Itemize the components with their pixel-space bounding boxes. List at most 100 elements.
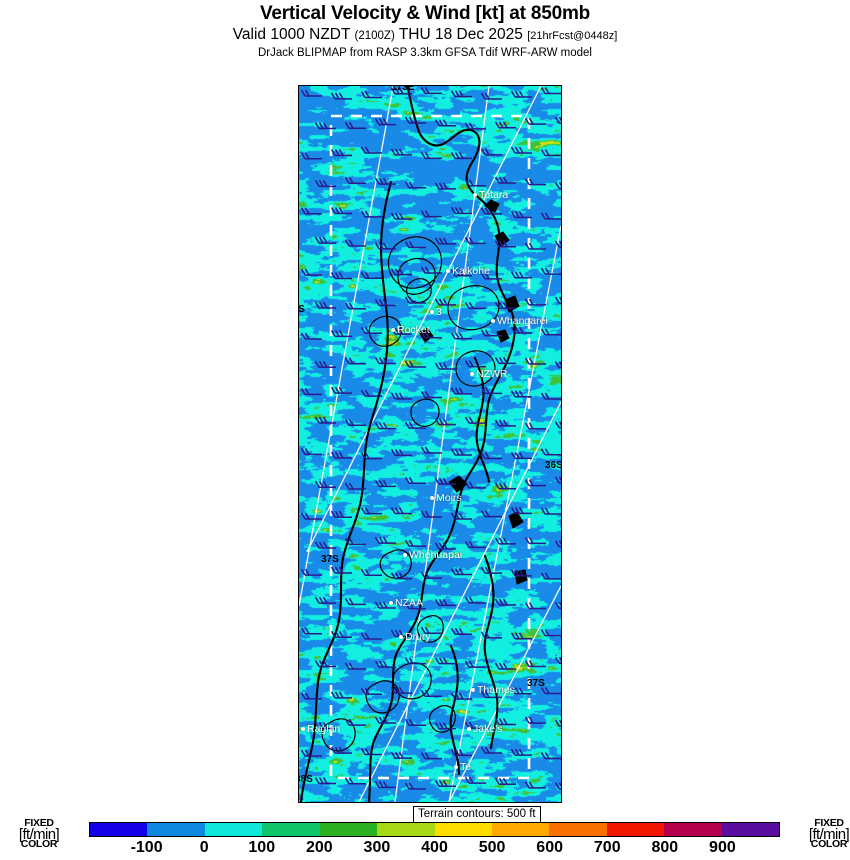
wind-barb <box>480 631 502 639</box>
city-marker-icon <box>399 634 403 639</box>
wind-barb <box>554 719 561 727</box>
map-city-nzwr: NZWR <box>470 365 508 383</box>
wind-barb <box>524 537 546 545</box>
city-marker-icon <box>389 600 393 605</box>
city-marker-icon <box>391 327 395 332</box>
wind-barb <box>464 122 486 130</box>
wind-barb <box>374 299 396 307</box>
wind-barb <box>464 776 486 784</box>
colorbar-left-fixed: FIXED <box>24 817 54 829</box>
wind-barb <box>434 182 456 190</box>
wind-barb <box>554 296 561 304</box>
wind-barb <box>480 148 502 156</box>
wind-barb <box>434 477 456 485</box>
city-label: NZWR <box>476 367 508 380</box>
wind-barb <box>554 361 561 369</box>
map-city-moirs: Moirs <box>430 489 462 507</box>
wind-barb <box>344 537 366 546</box>
map-city-thames: Thames <box>471 681 515 699</box>
wind-barb <box>300 627 322 635</box>
wind-barb <box>420 86 442 95</box>
city-label: Totara <box>479 188 509 201</box>
wind-barb <box>510 569 532 577</box>
wind-barb <box>464 660 486 668</box>
wind-barb <box>300 448 322 456</box>
city-marker-icon <box>430 309 434 314</box>
wind-barb <box>330 510 352 518</box>
wind-barb <box>330 92 352 100</box>
forecast-map[interactable]: 173E35S36S36S37S37S38STotaraKaikohe3Rock… <box>298 85 562 803</box>
wind-barb <box>524 422 546 430</box>
wind-barb <box>510 271 532 279</box>
wind-barb <box>300 207 322 215</box>
graticule-label-37s-5: 37S <box>527 678 545 689</box>
wind-barb <box>360 146 382 154</box>
wind-barb <box>360 389 382 397</box>
wind-barb <box>374 118 396 126</box>
wind-barb <box>300 89 322 97</box>
wind-barb <box>374 242 396 250</box>
city-marker-icon <box>491 318 495 323</box>
map-city-drury: Drury <box>399 628 431 646</box>
wind-barb <box>480 746 502 754</box>
graticule-label-37s-4: 37S <box>321 554 339 565</box>
colorbar-swatch-6 <box>434 823 492 836</box>
wind-barb <box>434 722 456 730</box>
city-marker-icon <box>403 552 407 557</box>
colorbar-tick-300: 300 <box>363 839 391 856</box>
wind-barb <box>464 541 486 549</box>
city-marker-icon <box>471 687 475 692</box>
wind-barb <box>374 780 396 789</box>
model-source-line: DrJack BLIPMAP from RASP 3.3km GFSA Tdif… <box>257 47 592 59</box>
wind-barb <box>390 751 412 759</box>
wind-barb <box>450 90 472 98</box>
wind-barb <box>524 781 546 789</box>
wind-barb <box>510 326 532 334</box>
wind-barb <box>524 716 546 724</box>
wind-barb <box>344 662 366 670</box>
wind-barb <box>510 390 532 398</box>
wind-barb <box>344 176 366 185</box>
wind-barb <box>420 391 442 399</box>
city-label: Drury <box>405 630 431 643</box>
wind-barb <box>540 87 561 95</box>
map-city-3: 3 <box>430 303 442 321</box>
wind-barb <box>420 752 442 760</box>
wind-barb <box>434 657 456 665</box>
colorbar-swatch-7 <box>491 823 550 836</box>
forecast-tag: [21hrFcst@0448z] <box>527 30 618 42</box>
wind-barb <box>404 782 426 790</box>
wind-barb <box>434 779 456 787</box>
wind-barb <box>390 686 412 694</box>
colorbar-swatch-0 <box>90 823 148 836</box>
wind-barb <box>360 91 382 99</box>
colorbar-swatch-11 <box>721 823 780 836</box>
wind-barb <box>480 566 502 574</box>
wind-barb <box>480 329 502 337</box>
wind-barb <box>524 242 546 250</box>
wind-barb <box>554 540 561 548</box>
wind-barb <box>494 419 516 427</box>
city-marker-icon <box>454 764 458 769</box>
map-city-whangarei: Whangarei <box>491 312 548 330</box>
colorbar-left-units: [ft/min] <box>18 825 60 843</box>
wind-barb <box>450 269 472 277</box>
wind-barb <box>510 90 532 98</box>
wind-barb <box>524 117 546 125</box>
wind-barb <box>420 266 442 274</box>
wind-barb <box>434 418 456 426</box>
valid-time-prefix: Valid 1000 NZDT <box>232 26 351 43</box>
wind-barb <box>524 298 546 306</box>
wind-barb <box>510 748 532 756</box>
map-city-rocket: Rocket <box>391 321 430 339</box>
wind-barb <box>480 452 502 460</box>
wind-barb <box>360 507 382 515</box>
title-block: Vertical Velocity & Wind [kt] at 850mb V… <box>0 0 850 61</box>
wind-barb <box>494 662 516 670</box>
colorbar-right-units: [ft/min] <box>808 825 850 843</box>
graticule-label-38s-6: 38S <box>299 774 313 785</box>
wind-barb <box>360 748 382 756</box>
wind-barb <box>314 541 336 549</box>
wind-barb <box>344 357 366 365</box>
colorbar-tick-600: 600 <box>536 839 564 856</box>
